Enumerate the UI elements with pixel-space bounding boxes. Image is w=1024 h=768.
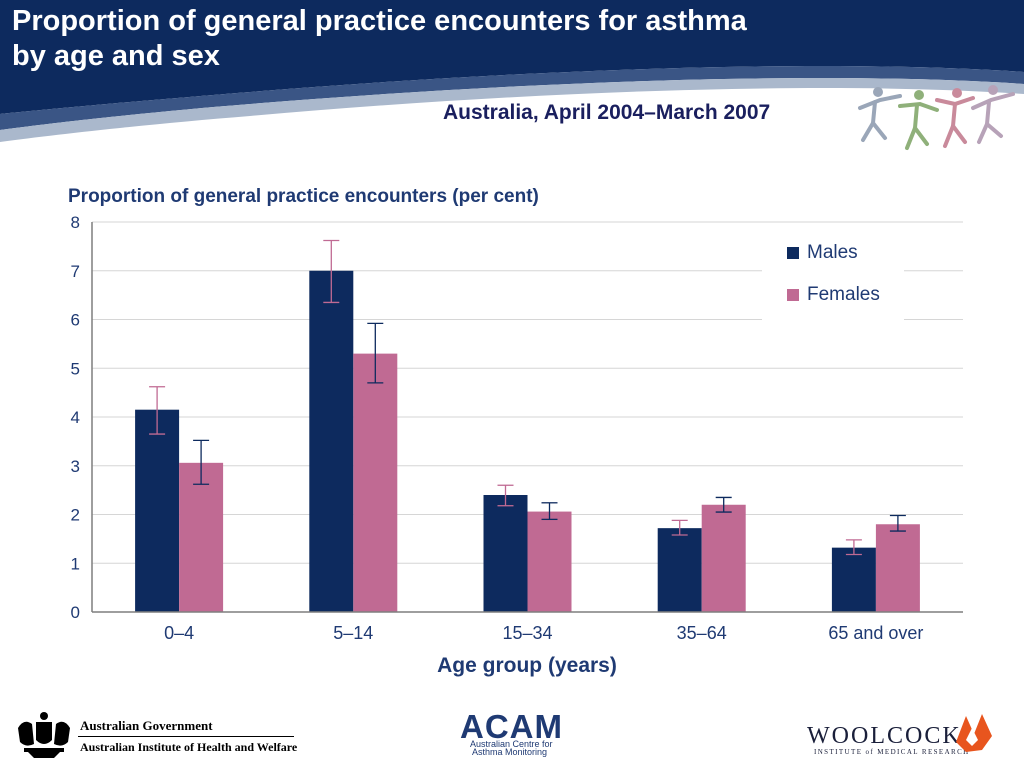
aihw-institute-label: Australian Institute of Health and Welfa… [80,740,298,754]
slide-title: Proportion of general practice encounter… [12,4,912,74]
bar-males-0 [135,409,180,612]
legend-swatch-males [787,247,799,259]
bar-females-0 [179,462,224,612]
bar-females-2 [527,511,572,612]
woolcock-subtitle: INSTITUTE of MEDICAL RESEARCH [814,748,970,756]
y-tick-label: 6 [71,311,80,330]
slide-header: Proportion of general practice encounter… [0,0,1024,160]
y-tick-label: 5 [71,359,80,378]
y-tick-label: 8 [71,213,80,232]
chart-area: Proportion of general practice encounter… [0,170,1024,705]
footer [0,700,1024,768]
y-axis-ticks: 0 1 2 3 4 5 6 7 8 [71,213,80,622]
acam-subtitle-line1: Australian Centre for [470,739,553,749]
slide-title-line2: by age and sex [12,40,220,72]
dancing-figures-logo [858,85,1015,150]
x-tick-label: 35–64 [677,623,727,643]
bar-chart: Proportion of general practice encounter… [68,186,963,677]
bar-females-1 [353,353,398,612]
legend-label-females: Females [807,284,880,305]
bar-males-4 [831,547,876,612]
woolcock-logo: WOOLCOCK [807,723,962,749]
legend-swatch-females [787,289,799,301]
acam-subtitle-line2: Asthma Monitoring [472,747,548,757]
y-tick-label: 1 [71,554,80,573]
error-bars [149,239,906,556]
x-axis-label: Age group (years) [437,654,617,677]
y-tick-label: 2 [71,506,80,525]
y-tick-label: 7 [71,262,80,281]
legend: Males Females [762,232,904,320]
x-tick-label: 65 and over [828,623,923,643]
bar-males-2 [483,495,528,612]
slide-title-line1: Proportion of general practice encounter… [12,5,747,37]
header-banner [0,0,1024,142]
acam-logo: ACAM [460,708,563,745]
coat-of-arms-icon [18,712,70,758]
x-tick-label: 0–4 [164,623,194,643]
bars [135,270,920,612]
legend-box [762,232,904,320]
x-tick-label: 5–14 [333,623,373,643]
y-tick-label: 0 [71,603,80,622]
bar-males-1 [309,270,354,612]
woolcock-flame-icon [956,714,992,752]
x-tick-label: 15–34 [502,623,552,643]
aihw-divider [78,736,294,737]
bar-males-3 [657,528,702,612]
bar-females-4 [875,524,920,612]
y-tick-label: 4 [71,408,80,427]
aihw-government-label: Australian Government [80,718,213,733]
chart-title: Proportion of general practice encounter… [68,186,539,207]
bar-females-3 [701,504,746,612]
axes [91,222,963,613]
legend-label-males: Males [807,242,858,263]
slide-subtitle: Australia, April 2004–March 2007 [443,101,771,124]
y-tick-label: 3 [71,457,80,476]
x-axis-ticks: 0–4 5–14 15–34 35–64 65 and over [164,623,923,643]
